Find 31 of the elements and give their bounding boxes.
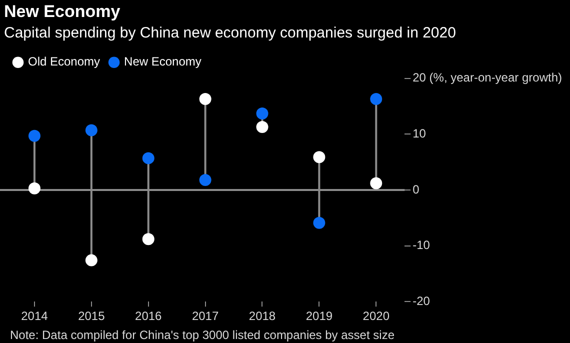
point <box>142 233 154 246</box>
x-tick-label: 2016 <box>135 309 162 324</box>
y-tick-label: 0 <box>412 182 420 196</box>
y-tick-label: -20 <box>412 294 430 308</box>
y-tick-label: 20 (%, year-on-year growth) <box>412 70 562 85</box>
point <box>199 174 212 186</box>
point <box>199 93 212 106</box>
point <box>256 120 268 133</box>
x-tick-label: 2014 <box>21 309 48 324</box>
chart-title: New Economy <box>4 2 121 21</box>
chart-subtitle: Capital spending by China new economy companies surged in 2020 <box>4 24 456 42</box>
legend-label: Old Economy <box>28 54 100 69</box>
x-tick-label: 2015 <box>78 309 106 324</box>
point <box>28 130 40 142</box>
legend-label: New Economy <box>124 54 202 69</box>
y-tick-label: 10 <box>412 126 426 141</box>
x-tick-label: 2019 <box>306 309 333 324</box>
point <box>85 124 98 136</box>
point <box>370 93 382 106</box>
point <box>142 152 154 164</box>
y-tick-label: -10 <box>412 238 430 252</box>
point <box>85 254 98 266</box>
x-tick-label: 2017 <box>192 309 219 324</box>
point <box>313 151 326 164</box>
point <box>370 177 382 190</box>
x-tick-label: 2018 <box>248 309 276 324</box>
point <box>256 108 268 120</box>
text: Note: Data compiled for China's top 3000 listed companies by asset size <box>10 328 395 342</box>
x-tick-label: 2020 <box>362 309 390 324</box>
point <box>28 182 40 194</box>
point <box>313 216 326 229</box>
